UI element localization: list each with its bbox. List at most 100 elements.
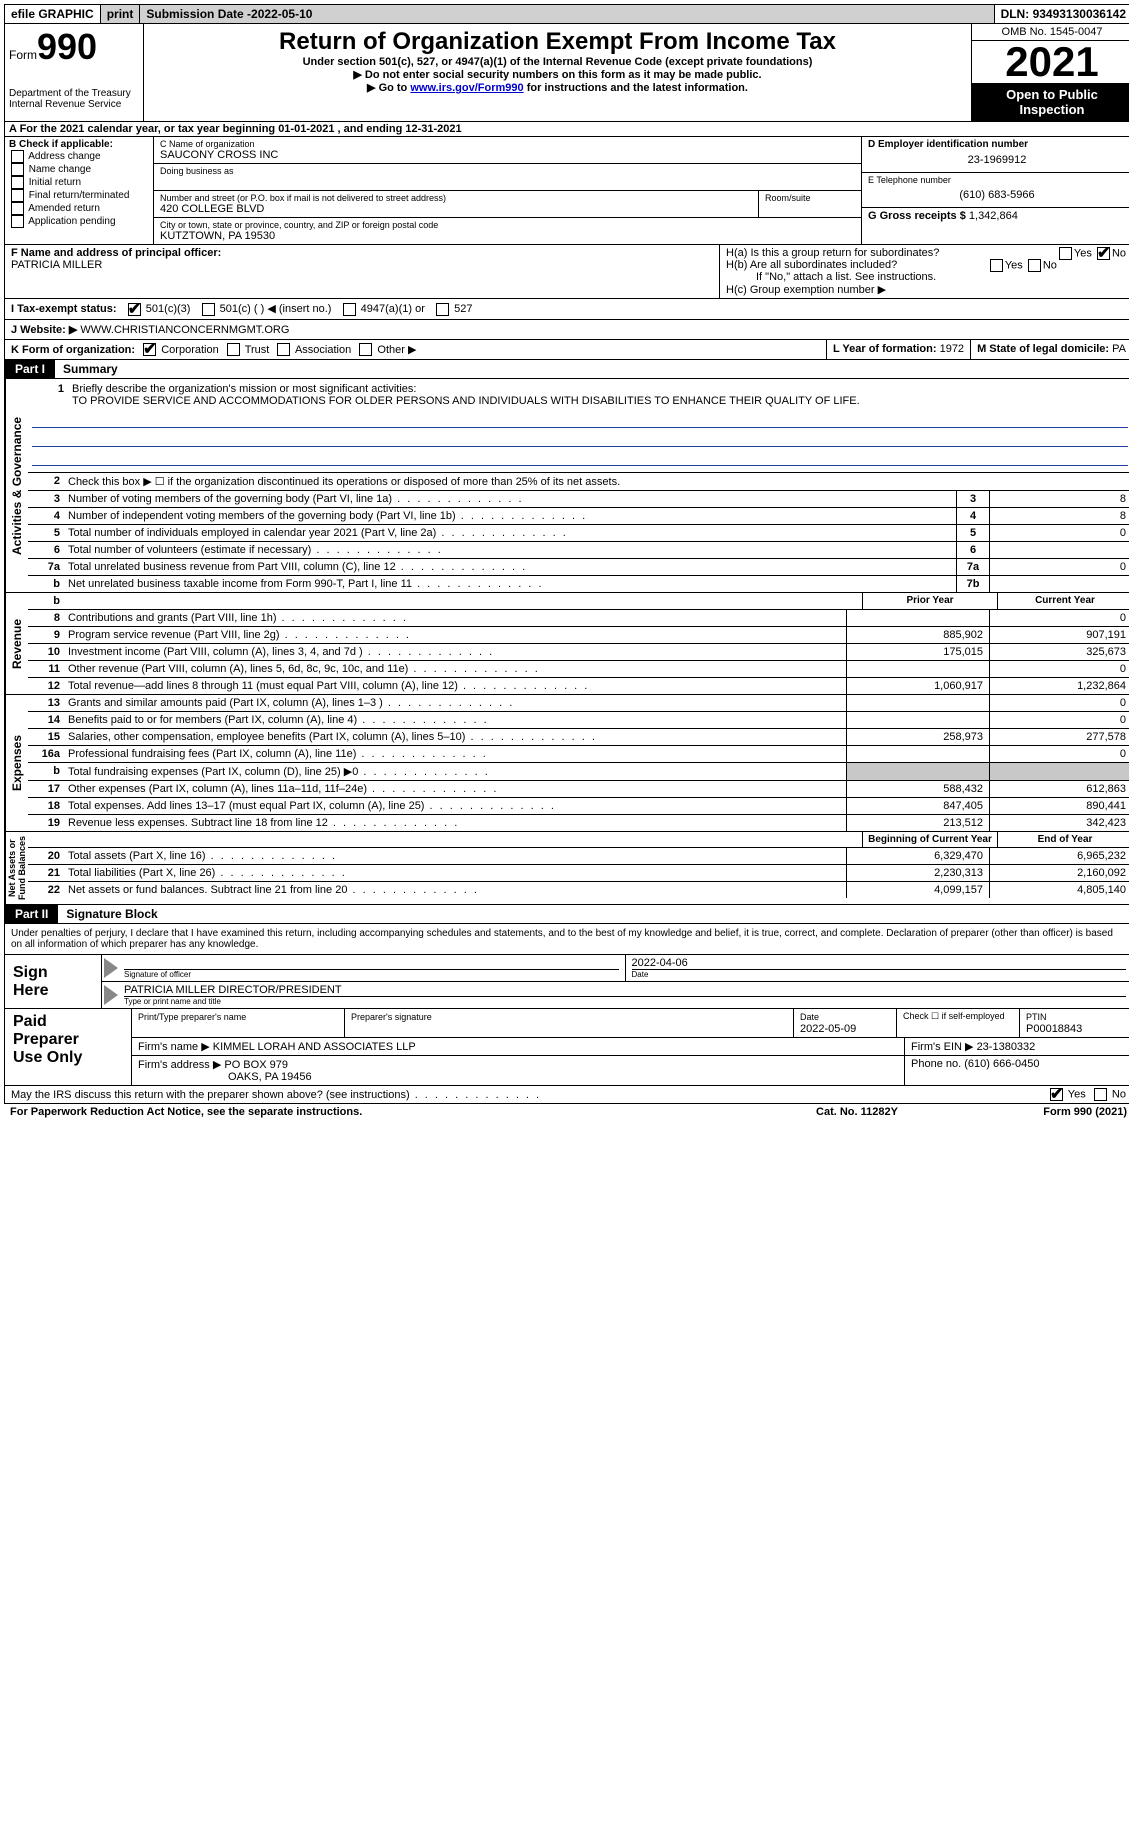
cb-assoc[interactable] [277,343,290,356]
cb-other[interactable] [359,343,372,356]
officer-signature[interactable]: Signature of officer [118,955,626,981]
q1-label: Briefly describe the organization's miss… [72,383,416,395]
ein-value: 23-1969912 [868,150,1126,170]
cb-discuss-yes[interactable] [1050,1088,1063,1101]
mission-text: TO PROVIDE SERVICE AND ACCOMMODATIONS FO… [72,395,860,407]
firm-name: Firm's name ▶ KIMMEL LORAH AND ASSOCIATE… [132,1038,905,1055]
col-current: Current Year [997,593,1129,609]
h-b: H(b) Are all subordinates included? Yes … [726,259,1126,271]
calendar-year-row: A For the 2021 calendar year, or tax yea… [4,122,1129,137]
table-row: 8Contributions and grants (Part VIII, li… [28,610,1129,627]
table-row: 20Total assets (Part X, line 16)6,329,47… [28,848,1129,865]
cb-4947[interactable] [343,303,356,316]
table-row: 10Investment income (Part VIII, column (… [28,644,1129,661]
h-a: H(a) Is this a group return for subordin… [726,247,1126,259]
k-form-org: K Form of organization: Corporation Trus… [5,340,827,360]
table-row: 21Total liabilities (Part X, line 26)2,2… [28,865,1129,882]
table-row: 13Grants and similar amounts paid (Part … [28,695,1129,712]
fh-row: F Name and address of principal officer:… [4,245,1129,299]
cb-initial-return[interactable]: Initial return [9,176,149,189]
print-button[interactable]: print [101,5,141,23]
penalty-text: Under penalties of perjury, I declare th… [5,924,1129,954]
tax-exempt-row: I Tax-exempt status: 501(c)(3) 501(c) ( … [4,299,1129,320]
klm-row: K Form of organization: Corporation Trus… [4,340,1129,361]
ptin: PTINP00018843 [1020,1009,1129,1037]
table-row: 14Benefits paid to or for members (Part … [28,712,1129,729]
i-label: I Tax-exempt status: [11,303,117,315]
city-cell: City or town, state or province, country… [154,218,861,244]
irs-label: Internal Revenue Service [9,99,139,110]
col-end: End of Year [997,832,1129,847]
h-col: H(a) Is this a group return for subordin… [720,245,1129,298]
phone-cell: E Telephone number (610) 683-5966 [862,173,1129,208]
table-row: 4Number of independent voting members of… [28,508,1129,525]
prep-name: Print/Type preparer's name [132,1009,345,1037]
dln: DLN: 93493130036142 [995,5,1129,23]
table-row: 7aTotal unrelated business revenue from … [28,559,1129,576]
irs-link[interactable]: www.irs.gov/Form990 [410,82,523,94]
m-state-domicile: M State of legal domicile: PA [971,340,1129,360]
table-row: 12Total revenue—add lines 8 through 11 (… [28,678,1129,694]
efile-label: efile GRAPHIC [5,5,101,23]
sig-date: 2022-04-06Date [626,955,1129,981]
officer-name-field: PATRICIA MILLER DIRECTOR/PRESIDENTType o… [118,982,1129,1008]
cb-501c[interactable] [202,303,215,316]
cb-application-pending[interactable]: Application pending [9,215,149,228]
cb-amended-return[interactable]: Amended return [9,202,149,215]
cb-address-change[interactable]: Address change [9,150,149,163]
table-row: 11Other revenue (Part VIII, column (A), … [28,661,1129,678]
form-number: Form990 [9,26,139,68]
street-address: 420 COLLEGE BLVD [160,203,752,215]
room-suite: Room/suite [759,191,861,217]
activities-governance: Activities & Governance 1 Briefly descri… [4,379,1129,593]
firm-phone: Phone no. (610) 666-0450 [905,1056,1129,1085]
vlabel-expenses: Expenses [5,695,28,831]
table-row: 19Revenue less expenses. Subtract line 1… [28,815,1129,831]
table-row: 6Total number of volunteers (estimate if… [28,542,1129,559]
submission-date: Submission Date - 2022-05-10 [140,5,994,23]
net-assets-section: Net Assets orFund Balances Beginning of … [4,832,1129,905]
table-row: 16aProfessional fundraising fees (Part I… [28,746,1129,763]
prep-date: Date2022-05-09 [794,1009,897,1037]
col-b-label: B Check if applicable: [9,139,149,150]
self-employed[interactable]: Check ☐ if self-employed [897,1009,1020,1037]
cb-name-change[interactable]: Name change [9,163,149,176]
cb-discuss-no[interactable] [1094,1088,1107,1101]
org-name-cell: C Name of organization SAUCONY CROSS INC [154,137,861,164]
col-prior: Prior Year [862,593,997,609]
cb-final-return[interactable]: Final return/terminated [9,189,149,202]
part1-header: Part I Summary [4,360,1129,379]
irs-discuss-row: May the IRS discuss this return with the… [4,1086,1129,1104]
vlabel-activities: Activities & Governance [5,379,28,592]
irs-link-note: ▶ Go to www.irs.gov/Form990 for instruct… [148,81,967,94]
cb-corp[interactable] [143,343,156,356]
vlabel-revenue: Revenue [5,593,28,694]
table-row: 18Total expenses. Add lines 13–17 (must … [28,798,1129,815]
ein-cell: D Employer identification number 23-1969… [862,137,1129,173]
paid-preparer-label: PaidPreparerUse Only [5,1009,132,1085]
phone-value: (610) 683-5966 [868,185,1126,205]
principal-officer: F Name and address of principal officer:… [5,245,720,298]
website-row: J Website: ▶ WWW.CHRISTIANCONCERNMGMT.OR… [4,320,1129,340]
cb-501c3[interactable] [128,303,141,316]
h-b-note: If "No," attach a list. See instructions… [726,271,1126,283]
table-row: 15Salaries, other compensation, employee… [28,729,1129,746]
cb-527[interactable] [436,303,449,316]
website-value: WWW.CHRISTIANCONCERNMGMT.ORG [80,324,289,336]
table-row: 5Total number of individuals employed in… [28,525,1129,542]
cb-trust[interactable] [227,343,240,356]
arrow-icon [102,955,118,981]
arrow-icon [102,982,118,1008]
prep-signature[interactable]: Preparer's signature [345,1009,794,1037]
signature-block: Under penalties of perjury, I declare th… [4,924,1129,1086]
table-row: 22Net assets or fund balances. Subtract … [28,882,1129,898]
form-title: Return of Organization Exempt From Incom… [148,28,967,56]
gross-receipts: 1,342,864 [969,210,1018,222]
dba-cell: Doing business as [154,164,861,191]
table-row: bNet unrelated business taxable income f… [28,576,1129,592]
h-c: H(c) Group exemption number ▶ [726,283,1126,296]
table-row: bTotal fundraising expenses (Part IX, co… [28,763,1129,781]
firm-ein: Firm's EIN ▶ 23-1380332 [905,1038,1129,1055]
table-row: 17Other expenses (Part IX, column (A), l… [28,781,1129,798]
q2-text: Check this box ▶ ☐ if the organization d… [64,473,1129,490]
